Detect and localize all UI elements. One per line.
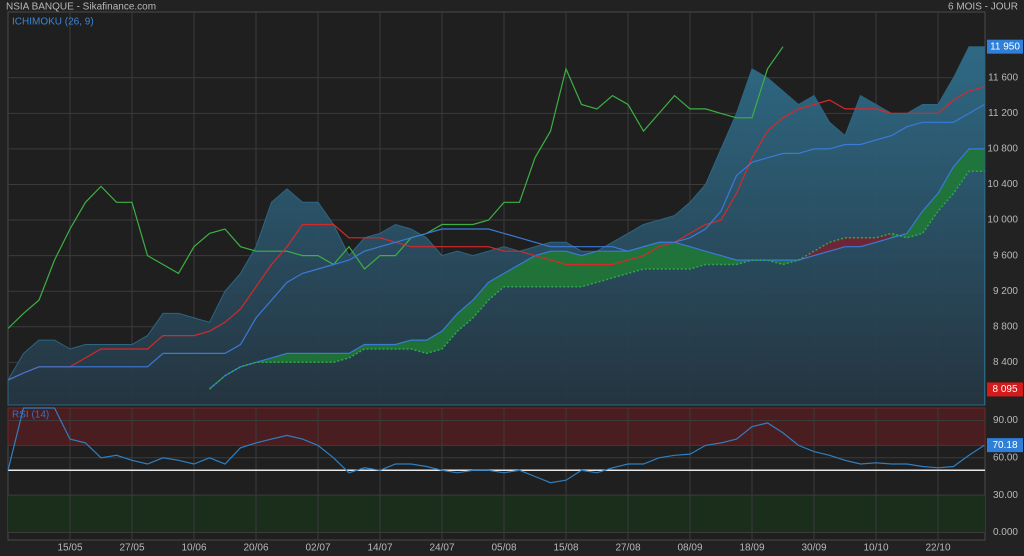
cloud-segment bbox=[953, 148, 969, 194]
cloud-segment bbox=[845, 237, 861, 247]
cloud-segment bbox=[333, 353, 349, 363]
x-tick-label: 02/07 bbox=[305, 543, 330, 554]
cloud-segment bbox=[271, 353, 287, 363]
cloud-segment bbox=[287, 353, 303, 363]
y-tick-label: 10 800 bbox=[987, 144, 1018, 155]
cloud-segment bbox=[504, 264, 520, 287]
cloud-segment bbox=[395, 340, 411, 349]
x-tick-label: 05/08 bbox=[491, 543, 516, 554]
cloud-segment bbox=[318, 353, 334, 363]
cloud-segment bbox=[597, 251, 613, 283]
x-tick-label: 18/09 bbox=[739, 543, 764, 554]
price-marker bbox=[987, 382, 1023, 397]
cloud-segment bbox=[349, 344, 365, 358]
y-tick-label: 10 000 bbox=[987, 215, 1018, 226]
cloud-segment bbox=[488, 273, 504, 301]
y-tick-label: 11 200 bbox=[988, 108, 1018, 119]
rsi-marker bbox=[987, 438, 1023, 453]
indicator-line bbox=[7, 103, 985, 381]
y-tick-label: 90.00 bbox=[993, 415, 1018, 426]
x-tick-label: 30/09 bbox=[801, 543, 826, 554]
x-tick-label: 08/09 bbox=[677, 543, 702, 554]
y-tick-label: 8 400 bbox=[993, 357, 1018, 368]
cloud-segment bbox=[705, 251, 721, 265]
cloud-segment bbox=[457, 300, 473, 332]
cloud-segment bbox=[938, 166, 954, 212]
cloud-segment bbox=[581, 251, 597, 287]
y-tick-label: 9 200 bbox=[993, 286, 1018, 297]
y-tick-label: 11 600 bbox=[988, 72, 1018, 83]
y-tick-label: 9 600 bbox=[993, 250, 1018, 261]
panel-label: RSI (14) bbox=[12, 410, 49, 421]
indicator-line bbox=[7, 86, 985, 381]
cloud-segment bbox=[566, 251, 582, 287]
cloud-segment bbox=[674, 242, 690, 269]
cloud-segment bbox=[922, 193, 938, 234]
x-tick-label: 14/07 bbox=[367, 543, 392, 554]
oversold-zone bbox=[8, 495, 985, 533]
rsi-panel: 0.000 30.00 60.00 90.00 RSI (14) 70.18 bbox=[7, 407, 1023, 541]
price-marker bbox=[987, 39, 1023, 54]
cloud-segment bbox=[550, 251, 566, 287]
cloud-segment bbox=[860, 237, 876, 247]
x-tick-label: 22/10 bbox=[925, 543, 950, 554]
x-tick-label: 10/06 bbox=[181, 543, 206, 554]
x-tick-label: 20/06 bbox=[243, 543, 268, 554]
x-tick-label: 27/05 bbox=[119, 543, 144, 554]
cloud-segment bbox=[969, 148, 985, 172]
cloud-segment bbox=[891, 233, 907, 238]
senkou-a bbox=[209, 148, 985, 390]
rsi-marker-label: 70.18 bbox=[992, 440, 1017, 451]
cloud-segment bbox=[721, 255, 737, 265]
period: 6 MOIS - JOUR bbox=[948, 2, 1018, 13]
cloud-segment bbox=[519, 255, 535, 287]
cloud-segment bbox=[442, 313, 458, 349]
cloud-segment bbox=[876, 233, 892, 243]
cloud-segment bbox=[659, 242, 675, 269]
x-axis: 15/05 27/05 10/06 20/06 02/07 14/07 24/07 05/08… bbox=[57, 543, 950, 554]
indicator-line bbox=[7, 46, 784, 329]
chart-title: NSIA BANQUE - Sikafinance.com bbox=[6, 2, 156, 13]
x-tick-label: 15/05 bbox=[57, 543, 82, 554]
x-tick-label: 27/08 bbox=[615, 543, 640, 554]
x-tick-label: 24/07 bbox=[429, 543, 454, 554]
cloud-segment bbox=[690, 246, 706, 269]
cloud-segment bbox=[302, 353, 318, 363]
price-marker-label: 11 950 bbox=[990, 41, 1020, 52]
x-tick-label: 10/10 bbox=[863, 543, 888, 554]
rsi-line bbox=[7, 407, 985, 484]
price-marker-label: 8 095 bbox=[992, 384, 1017, 395]
senkou-b bbox=[209, 170, 985, 390]
cloud-segment bbox=[814, 242, 830, 256]
panel-label: ICHIMOKU (26, 9) bbox=[12, 17, 94, 28]
price-panel: 8 400 8 800 9 200 9 600 10 000 10 400 10 800 11… bbox=[7, 11, 1023, 406]
y-tick-label: 8 800 bbox=[993, 321, 1018, 332]
overbought-zone bbox=[7, 407, 986, 446]
x-tick-label: 15/08 bbox=[553, 543, 578, 554]
y-tick-label: 60.00 bbox=[993, 452, 1018, 463]
cloud-segment bbox=[473, 282, 489, 318]
cloud-segment bbox=[535, 251, 551, 287]
y-tick-label: 30.00 bbox=[993, 490, 1018, 501]
cloud-segment bbox=[612, 251, 628, 278]
cloud-segment bbox=[380, 344, 396, 349]
cloud-segment bbox=[426, 331, 442, 354]
cloud-segment bbox=[628, 246, 644, 274]
y-tick-label: 10 400 bbox=[987, 179, 1018, 190]
cloud-segment bbox=[907, 211, 923, 238]
y-tick-label: 0.000 bbox=[993, 527, 1018, 538]
cloud-segment bbox=[364, 344, 380, 349]
